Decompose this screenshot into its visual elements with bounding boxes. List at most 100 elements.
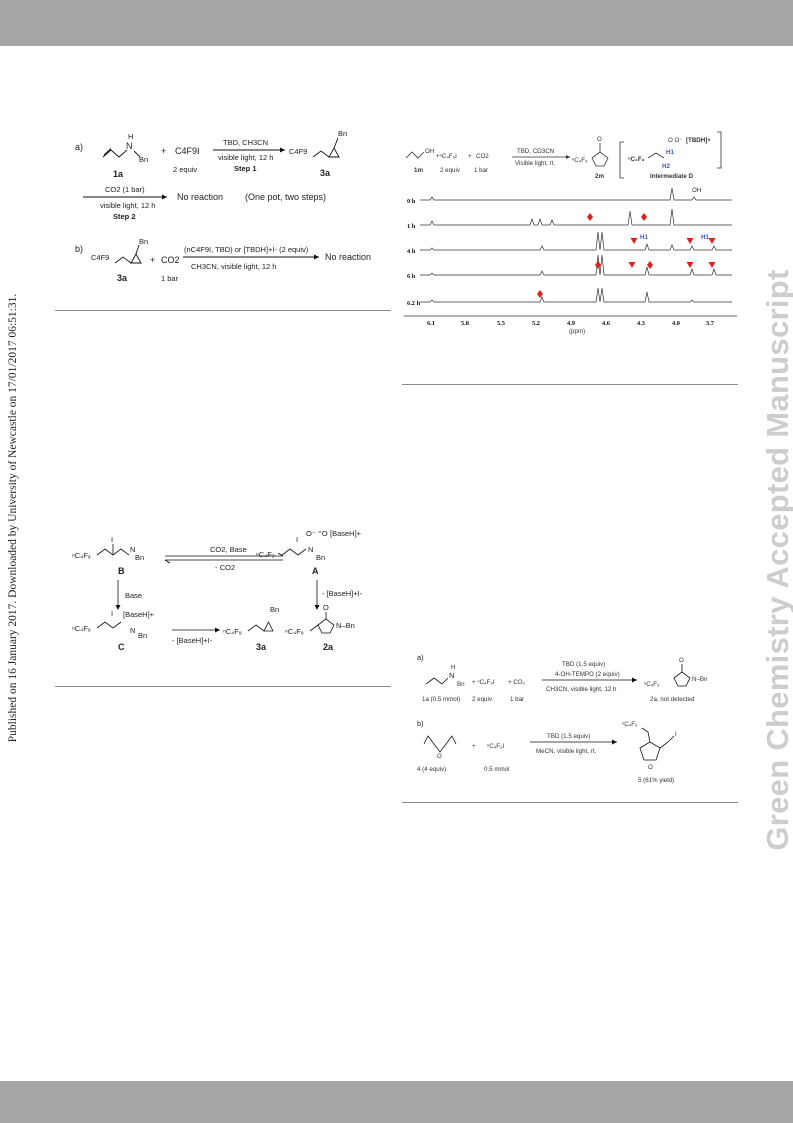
step2-label: Step 2 xyxy=(113,212,136,221)
nmr-cond-bottom: Visible light, rt. xyxy=(515,160,555,167)
b-c4f9: ⁿC₄F₉ xyxy=(72,551,91,560)
triangle-marker-3 xyxy=(628,262,636,268)
m2a-c4f9: ⁿC₄F₉ xyxy=(285,627,304,636)
d-product-b: 5 (61% yield) xyxy=(638,777,674,784)
spectrum-trace-4 xyxy=(420,287,732,303)
d-n-bn: N–Bn xyxy=(692,676,708,683)
diamond-marker-3 xyxy=(595,261,601,269)
nmr-arrowhead xyxy=(566,155,570,159)
d-tbd-b: TBD (1.5 equiv) xyxy=(547,733,590,740)
b-cond-bottom: CH3CN, visible light, 12 h xyxy=(191,262,276,271)
triangle-marker-0 xyxy=(630,238,638,244)
one-pot-note: (One pot, two steps) xyxy=(245,192,326,202)
a-c4f9-text: ⁿC₄F₉ xyxy=(256,550,275,559)
label-2a: 2a xyxy=(323,642,334,652)
c-n: N xyxy=(130,626,135,635)
diamond-marker-4 xyxy=(647,261,653,269)
product-2m: 2m xyxy=(595,173,604,180)
d-cond-a: CH3CN, visible light, 12 h xyxy=(546,686,617,693)
d-5-o: O xyxy=(648,764,653,771)
d-1a: 1a (0.5 mmol) xyxy=(422,696,460,703)
one-bar-b: 1 bar xyxy=(161,274,179,283)
co2-base: CO2, Base xyxy=(210,545,247,554)
forward-head xyxy=(277,552,284,557)
b-iodine: I xyxy=(111,535,113,544)
bn-1a: Bn xyxy=(139,155,148,164)
d-cmp-4: 4 (4 equiv) xyxy=(417,766,446,773)
diallyl-ether xyxy=(423,735,457,753)
diamond-marker-1 xyxy=(641,213,647,221)
step1-label: Step 1 xyxy=(234,164,257,173)
tbdh-label: [TBDH]+ xyxy=(686,137,711,144)
d-oxazolidinone xyxy=(673,671,691,687)
nmr-co2: CO2 xyxy=(476,153,489,160)
a-bn: Bn xyxy=(316,553,325,562)
top-banner xyxy=(0,0,793,46)
d-bn: Bn xyxy=(457,681,465,688)
carbamate-o: O O⁻ xyxy=(668,137,683,144)
diamond-marker-2 xyxy=(537,290,543,298)
c-c4f9: ⁿC₄F₉ xyxy=(72,624,91,633)
tick-4-6: 4.6 xyxy=(602,320,611,327)
m2a-o: O xyxy=(323,603,329,612)
co2-b: CO2 xyxy=(161,255,180,265)
nmr-cond-top: TBD, CD3CN xyxy=(517,148,554,155)
d-c4f9i: + ⁿC₄F₉I xyxy=(472,679,495,686)
c-iodine: I xyxy=(111,609,113,618)
reagent-1m: 1m xyxy=(414,167,423,174)
c4f9-b: C4F9 xyxy=(91,253,109,262)
label-c-intermediate: C xyxy=(118,642,125,652)
d-carbonyl-o: O xyxy=(679,657,684,664)
thf-ring xyxy=(639,741,661,761)
d-label-a: a) xyxy=(417,653,424,662)
d-5-iodine: I xyxy=(675,731,677,738)
tick-4-0: 4.0 xyxy=(672,320,680,327)
triangle-marker-2 xyxy=(708,238,716,244)
nmr-svg: OH 1m +ⁿC₄F₉I 2 equiv + CO2 1 bar TBD, C… xyxy=(404,131,737,335)
triangle-marker-5 xyxy=(708,262,716,268)
step2-cond: visible light, 12 h xyxy=(100,201,155,210)
reverse-head xyxy=(164,559,171,564)
h1-label-top: H1 xyxy=(666,149,674,156)
h1-peak-label-2: H1 xyxy=(701,234,709,241)
c-minus-baseh: - [BaseH]+I- xyxy=(172,636,213,645)
nmr-monitoring-figure: OH 1m +ⁿC₄F₉I 2 equiv + CO2 1 bar TBD, C… xyxy=(392,128,737,348)
product-c4f9: ⁿC₄F₉ xyxy=(572,157,588,164)
tick-4-9: 4.9 xyxy=(567,320,575,327)
d-label-b: b) xyxy=(417,719,424,728)
m2a-n-bn: N–Bn xyxy=(336,621,355,630)
nmr-bar: 1 bar xyxy=(474,167,488,174)
d-tbd: TBD (1.5 equiv) xyxy=(562,661,605,668)
b-nh: N xyxy=(130,545,135,554)
intermediate-c4f9: ⁿC₄F₉ xyxy=(628,156,645,163)
scheme-mechanism: ⁿC₄F₉ I N Bn B CO2, Base - CO2 ⁿC₄F₉ I N… xyxy=(60,529,400,670)
c-baseh: [BaseH]+ xyxy=(123,610,155,619)
time-4h: 4 h xyxy=(407,248,416,255)
carbonyl-o: O xyxy=(597,136,602,143)
h1-peak-label: H1 xyxy=(640,234,648,241)
tick-5-8: 5.8 xyxy=(461,320,469,327)
compound-3a-b: 3a xyxy=(117,273,128,283)
d-cond-b: MeCN, visible light, rt. xyxy=(536,748,596,755)
time-1h: 1 h xyxy=(407,223,416,230)
divider-right-1 xyxy=(402,384,738,385)
tick-6-1: 6.1 xyxy=(427,320,435,327)
aziridine-ring xyxy=(328,147,340,158)
spectrum-trace-1 xyxy=(420,208,732,226)
step1-cond-bottom: visible light, 12 h xyxy=(218,153,273,162)
divider-left-2 xyxy=(55,686,391,687)
bottom-banner xyxy=(0,1081,793,1123)
tick-5-5: 5.5 xyxy=(497,320,505,327)
diamond-marker-0 xyxy=(587,213,593,221)
a-n: N xyxy=(308,545,313,554)
a-carbamate: O⁻ ⁼O xyxy=(306,530,328,538)
nmr-plus-co2: + xyxy=(468,153,472,160)
b-bn: Bn xyxy=(135,553,144,562)
c4f9-3a: C4F9 xyxy=(289,147,307,156)
chain-3a xyxy=(312,150,330,158)
nmr-c4f9i: +ⁿC₄F₉I xyxy=(436,153,457,160)
d-nh: N xyxy=(449,671,454,680)
divider-left-1 xyxy=(55,310,391,311)
d-b-plus: + xyxy=(472,743,476,750)
label-b: b) xyxy=(75,244,83,254)
